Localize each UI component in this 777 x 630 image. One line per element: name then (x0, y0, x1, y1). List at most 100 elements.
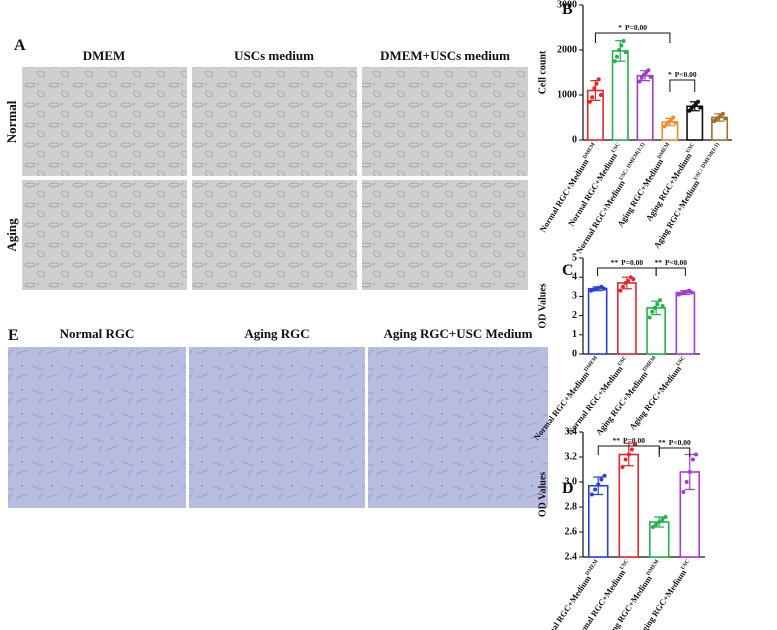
column-label: Normal RGC (60, 326, 135, 341)
data-point (631, 277, 636, 282)
bar (587, 287, 608, 355)
column-label: Aging RGC (244, 326, 309, 341)
significance-stars: ** (611, 258, 619, 267)
micrograph (362, 67, 528, 176)
category-superscript: USC (675, 355, 687, 367)
y-tick-label: 2.8 (565, 501, 578, 512)
category-superscript: USC: DMEM(1:1) (692, 141, 721, 182)
significance-stars: ** (655, 258, 663, 267)
data-point (589, 492, 594, 497)
data-point (598, 93, 603, 97)
bar (675, 291, 696, 355)
y-tick-label: 3.4 (565, 426, 578, 437)
micrograph (192, 180, 357, 290)
panel-letter: E (8, 327, 19, 344)
category-superscript: USC (619, 559, 630, 572)
data-point (614, 54, 619, 59)
category-name: Aging RGC+Medium (627, 364, 683, 432)
micrograph (22, 67, 187, 176)
significance-label: * P<0.00 (668, 70, 697, 79)
data-point (650, 309, 655, 314)
category-superscript: USC (611, 142, 622, 155)
significance-label: ** P=0.00 (611, 258, 644, 267)
category-superscript: DMEM (582, 141, 597, 160)
panel-letter: B (562, 1, 573, 18)
data-point (637, 79, 642, 84)
column-label: Aging RGC+USC Medium (384, 326, 533, 341)
category-superscript: DMEM (657, 141, 672, 160)
bar (611, 50, 629, 141)
p-value: P<0.00 (675, 70, 697, 79)
data-point (723, 116, 728, 121)
significance-bracket (597, 267, 657, 276)
data-point (623, 457, 628, 462)
significance-bracket (669, 79, 696, 92)
category-name: Aging RGC+Medium (615, 157, 665, 229)
row-label: Aging (4, 218, 19, 252)
significance-bracket (655, 267, 686, 276)
panel-letter: C (562, 262, 574, 279)
y-tick-label: 3 (572, 291, 577, 302)
micrograph (192, 67, 357, 176)
category-superscript: DMEM (642, 354, 658, 373)
significance-stars: ** (613, 436, 621, 445)
stained-images (8, 347, 548, 508)
y-tick-label: 3.0 (565, 476, 578, 487)
data-point (646, 68, 651, 73)
data-point (639, 75, 644, 80)
p-value: P=0.00 (621, 258, 643, 267)
data-point (602, 473, 607, 478)
column-label: DMEM (83, 48, 126, 63)
stained-image (368, 347, 548, 508)
y-axis-label: Cell count (537, 50, 548, 94)
p-value: P=0.00 (625, 23, 647, 32)
data-point (673, 120, 678, 125)
data-point (652, 305, 657, 310)
data-point (593, 487, 598, 492)
data-point (660, 304, 665, 308)
data-point (623, 50, 628, 55)
data-point (684, 480, 689, 484)
y-tick-label: 2.4 (565, 551, 578, 562)
data-point (689, 290, 694, 295)
data-point (592, 86, 597, 91)
data-point (590, 95, 595, 100)
data-point (687, 470, 692, 474)
y-axis-label: OD Values (537, 472, 548, 517)
category-superscript: DMEM (585, 558, 601, 577)
data-point (690, 457, 695, 462)
data-point (681, 490, 686, 494)
data-point (694, 452, 699, 457)
category-superscript: USC (680, 559, 691, 572)
data-point (620, 284, 625, 289)
data-point (698, 105, 703, 110)
panel-letter: D (562, 480, 574, 497)
data-point (663, 515, 668, 519)
data-point (647, 315, 652, 320)
data-point (602, 286, 607, 291)
data-point (620, 465, 625, 469)
data-point (629, 447, 634, 452)
data-point (596, 482, 601, 487)
significance-stars: ** (658, 438, 666, 447)
x-tick-label: Aging RGC+MediumUSC (636, 559, 694, 630)
data-point (626, 279, 631, 284)
stained-image (189, 347, 365, 508)
data-point (658, 298, 663, 303)
data-point (587, 99, 592, 104)
data-point (671, 115, 676, 120)
y-tick-label: 0 (572, 134, 577, 145)
data-point (657, 520, 662, 524)
data-point (594, 81, 599, 86)
y-tick-label: 2 (572, 310, 577, 321)
data-point (650, 525, 655, 529)
data-point (696, 99, 701, 104)
data-point (596, 77, 601, 82)
bar (618, 453, 640, 558)
micrographs (22, 67, 528, 290)
y-tick-label: 3000 (557, 0, 577, 10)
p-value: P<0.00 (669, 438, 691, 447)
significance-bracket (658, 447, 691, 457)
category-superscript: USC: DMEM(1:1) (618, 141, 647, 182)
data-point (626, 452, 631, 457)
